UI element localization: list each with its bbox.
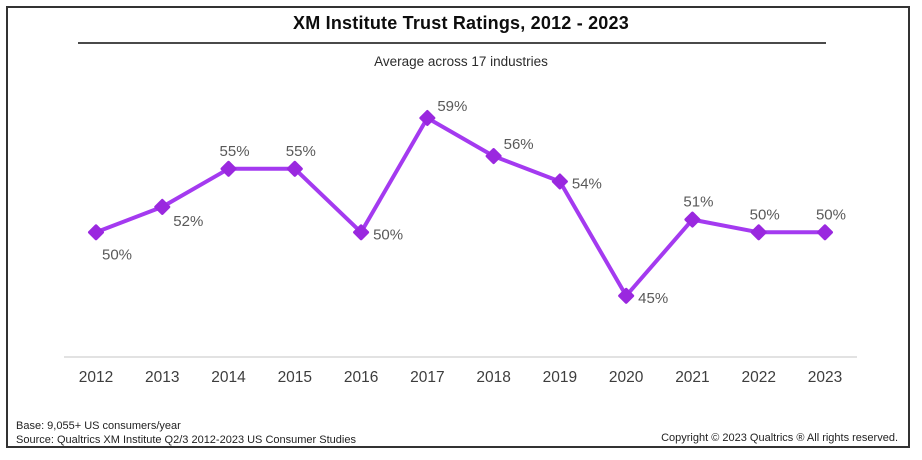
data-point-label: 51% <box>683 194 713 211</box>
x-tick-label: 2020 <box>609 369 644 386</box>
x-tick-label: 2013 <box>145 369 179 386</box>
x-tick-label: 2022 <box>741 369 775 386</box>
trust-series-line <box>94 116 827 298</box>
x-tick-label: 2015 <box>278 369 312 386</box>
data-point-marker <box>220 160 237 177</box>
data-point-marker <box>618 287 635 304</box>
source-note: Source: Qualtrics XM Institute Q2/3 2012… <box>16 434 356 446</box>
x-tick-label: 2017 <box>410 369 444 386</box>
data-point-marker <box>750 224 767 241</box>
data-point-marker <box>88 224 104 241</box>
data-point-label: 55% <box>286 143 316 160</box>
title-underline <box>78 42 826 44</box>
data-point-marker <box>353 224 370 241</box>
data-point-marker <box>485 148 502 165</box>
data-point-marker <box>154 198 171 215</box>
data-point-marker <box>286 160 303 177</box>
x-tick-label: 2016 <box>344 369 378 386</box>
x-tick-label: 2014 <box>211 369 246 386</box>
x-tick-label: 2018 <box>476 369 510 386</box>
data-point-label: 45% <box>638 290 668 307</box>
data-point-label: 50% <box>816 206 846 223</box>
data-point-label: 50% <box>373 226 403 243</box>
data-point-label: 50% <box>102 246 132 263</box>
data-point-marker <box>419 110 436 126</box>
data-point-label: 59% <box>437 98 467 115</box>
x-tick-label: 2021 <box>675 369 709 386</box>
x-tick-label: 2023 <box>808 369 842 386</box>
data-point-label: 55% <box>220 143 250 160</box>
footer-notes: Base: 9,055+ US consumers/year Source: Q… <box>16 419 356 447</box>
x-tick-label: 2012 <box>79 369 113 386</box>
data-point-marker <box>551 173 568 190</box>
data-point-label: 56% <box>504 136 534 153</box>
chart-title: XM Institute Trust Ratings, 2012 - 2023 <box>293 13 629 33</box>
x-tick-label: 2019 <box>543 369 577 386</box>
data-point-label: 52% <box>173 213 203 230</box>
data-point-label: 54% <box>572 176 602 193</box>
data-point-marker <box>816 224 833 241</box>
base-note: Base: 9,055+ US consumers/year <box>16 420 181 432</box>
copyright-note: Copyright © 2023 Qualtrics ® All rights … <box>661 432 898 444</box>
data-point-marker <box>684 211 701 228</box>
data-point-label: 50% <box>750 206 780 223</box>
chart-subtitle: Average across 17 industries <box>374 54 548 69</box>
